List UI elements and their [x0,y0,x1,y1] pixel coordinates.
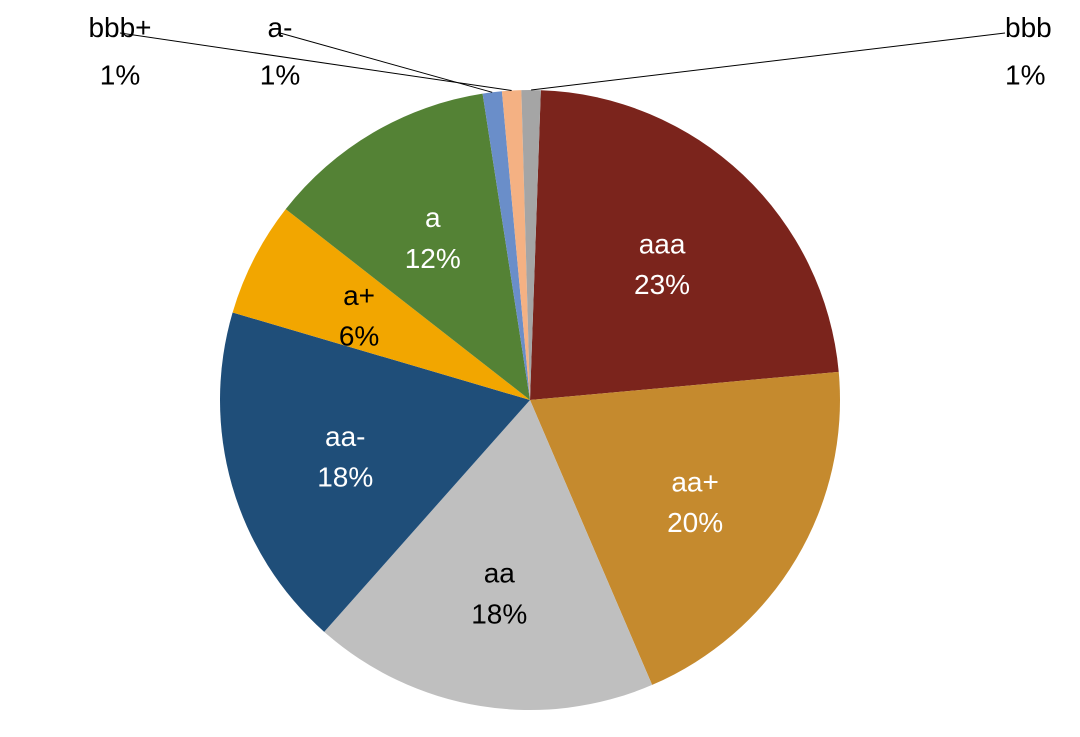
label-a--name: a- [268,12,293,43]
pie-slices [220,90,840,710]
label-a--pct: 1% [260,60,300,91]
label-bbb+-pct: 1% [100,60,140,91]
label-aa-name: aa [484,558,516,589]
label-bbb-pct: 1% [1005,60,1045,91]
label-aa-pct: 18% [471,598,527,629]
label-bbb-name: bbb [1005,12,1052,43]
pie-chart: aaa 23% aa+ 20% aa 18% aa- 18% a+ 6% a 12% a- 1% bbb+ 1… [0,0,1080,737]
label-a-name: a [425,202,441,233]
leader-labels: a- 1% bbb+ 1% bbb 1% [88,12,1051,91]
leader-bbb+ [120,33,512,91]
label-bbb+-name: bbb+ [88,12,151,43]
label-a+-name: a+ [343,280,375,311]
leader-lines [120,33,1005,92]
label-aa--pct: 18% [317,462,373,493]
label-a+-pct: 6% [339,321,379,352]
label-aaa-pct: 23% [634,269,690,300]
label-a-pct: 12% [405,243,461,274]
leader-bbb [531,33,1005,90]
label-aaa-name: aaa [639,228,686,259]
label-aa--name: aa- [325,421,365,452]
label-aa+-pct: 20% [667,507,723,538]
label-aa+-name: aa+ [671,466,719,497]
